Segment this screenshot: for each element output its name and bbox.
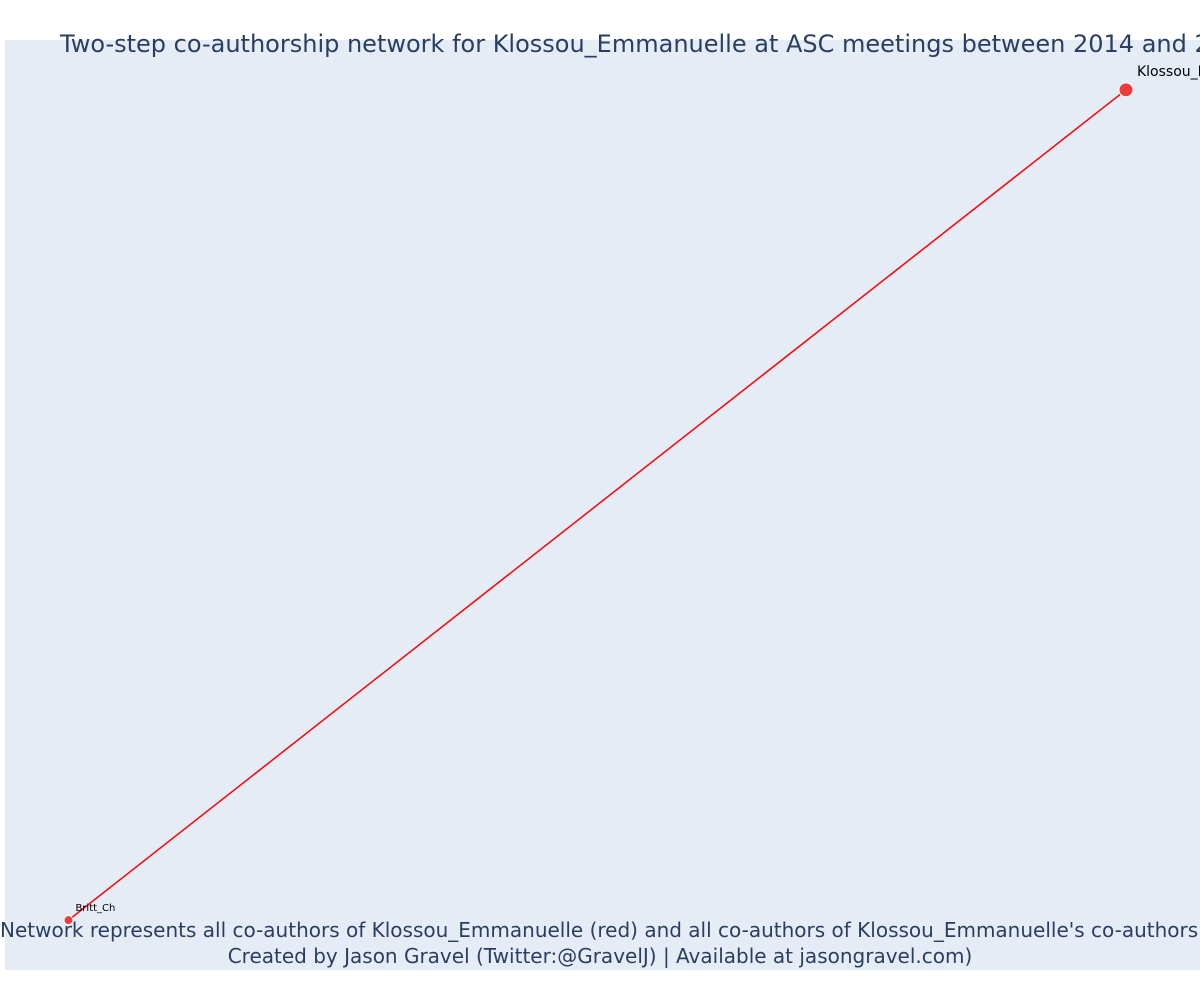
plot-area <box>5 40 1200 970</box>
footer-caption-line-2: Created by Jason Gravel (Twitter:@Gravel… <box>227 944 973 968</box>
network-edge <box>67 89 1127 921</box>
node-label: Britt_Ch <box>75 903 115 914</box>
chart-title: Two-step co-authorship network for Kloss… <box>60 30 1200 58</box>
network-node-britt-ch[interactable] <box>63 915 74 926</box>
network-node-klossou-emmanuelle[interactable] <box>1118 82 1134 98</box>
node-label: Klossou_Emmanuelle <box>1137 64 1200 80</box>
nodes-layer <box>63 82 1134 926</box>
labels-layer: Klossou_Emmanuelle Britt_Ch <box>75 64 1200 914</box>
footer-caption-line-1: Network represents all co-authors of Klo… <box>0 918 1200 942</box>
edges-layer <box>67 89 1127 921</box>
